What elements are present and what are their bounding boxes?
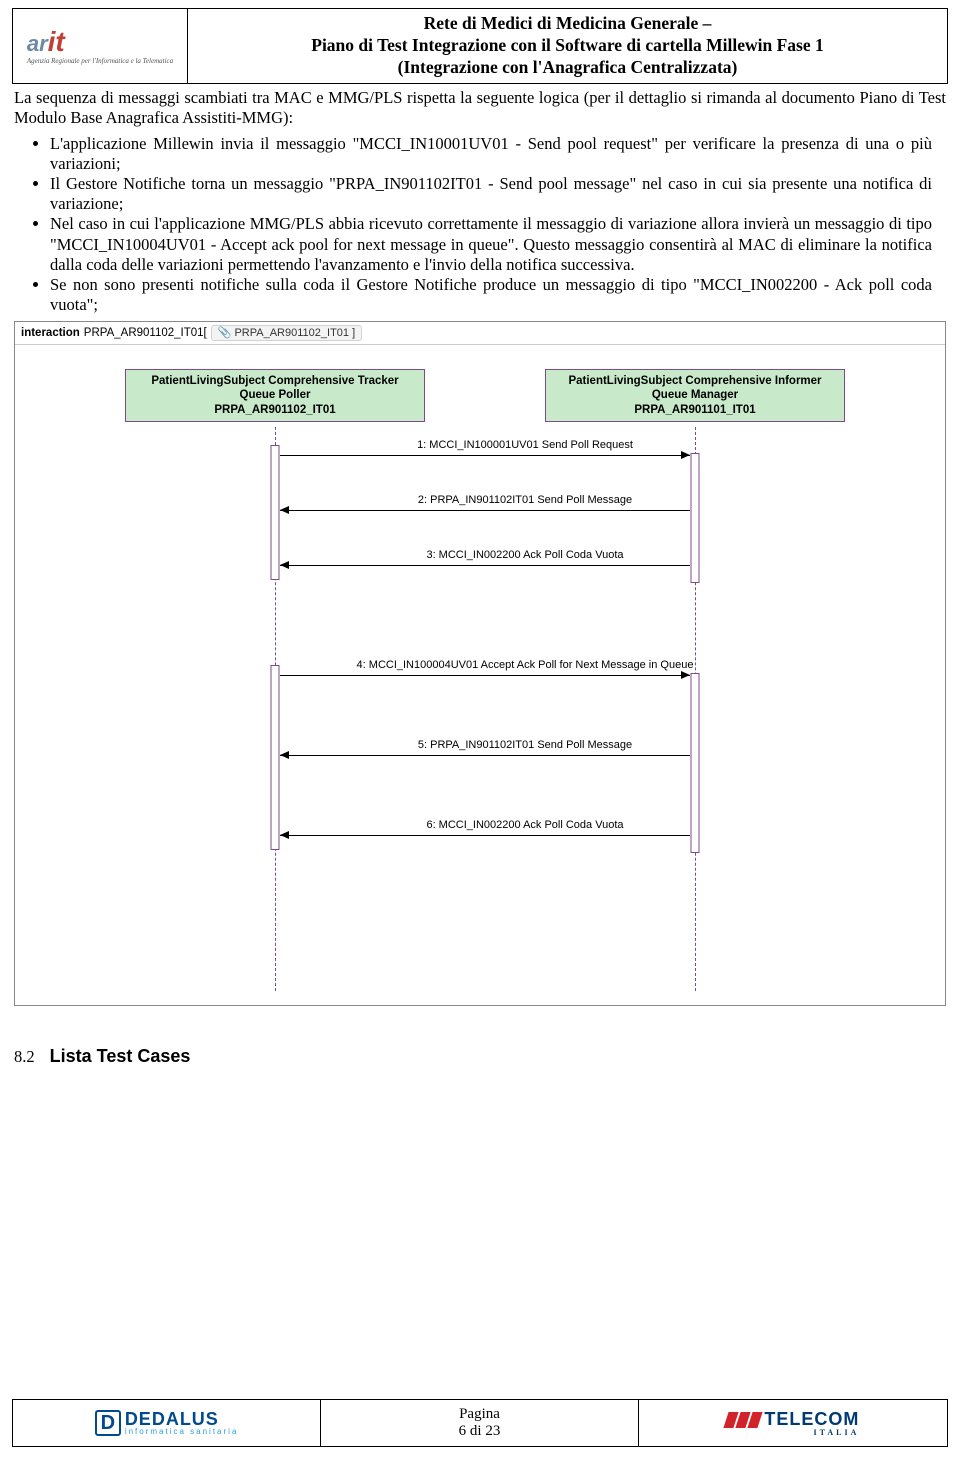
seq-message-label: 5: PRPA_IN901102IT01 Send Poll Message [335, 739, 715, 751]
dedalus-mark-icon: D [95, 1410, 121, 1436]
section-heading: 8.2 Lista Test Cases [14, 1046, 946, 1067]
dedalus-name: DEDALUS [125, 1411, 239, 1427]
telecom-name: TELECOM [764, 1409, 859, 1430]
seq-actor-left-l2: Queue Poller [136, 388, 414, 402]
seq-name: PRPA_AR901102_IT01[ [84, 327, 207, 339]
header-logo: arit Agenzia Regionale per l'Informatica… [13, 9, 188, 83]
activation-left [271, 665, 280, 850]
footer-left: D DEDALUS informatica sanitaria [13, 1400, 321, 1446]
seq-arrow-line [280, 675, 690, 676]
seq-arrow-line [280, 510, 690, 511]
dedalus-logo: D DEDALUS informatica sanitaria [95, 1410, 239, 1436]
section-number: 8.2 [14, 1047, 35, 1066]
intro-paragraph: La sequenza di messaggi scambiati tra MA… [14, 88, 946, 128]
telecom-bars-icon [726, 1412, 760, 1428]
attachment-icon: 📎 [218, 326, 232, 339]
seq-actor-right-l1: PatientLivingSubject Comprehensive Infor… [556, 374, 834, 388]
seq-message-label: 4: MCCI_IN100004UV01 Accept Ack Poll for… [335, 659, 715, 671]
section-title: Lista Test Cases [50, 1046, 191, 1066]
arrow-head-icon [280, 831, 289, 839]
footer-mid: Pagina 6 di 23 [321, 1400, 639, 1446]
seq-message-label: 6: MCCI_IN002200 Ack Poll Coda Vuota [335, 819, 715, 831]
seq-arrow-line [280, 565, 690, 566]
footer-right: TELECOM ITALIA [639, 1400, 947, 1446]
footer-box: D DEDALUS informatica sanitaria Pagina 6… [12, 1399, 948, 1447]
seq-message-label: 2: PRPA_IN901102IT01 Send Poll Message [335, 494, 715, 506]
sequence-diagram: interaction PRPA_AR901102_IT01[ 📎 PRPA_A… [14, 321, 946, 1006]
arit-logo-sub: Agenzia Regionale per l'Informatica e la… [27, 58, 173, 65]
seq-actor-right: PatientLivingSubject Comprehensive Infor… [545, 369, 845, 422]
seq-arrow-line [280, 755, 690, 756]
arrow-head-icon [681, 671, 690, 679]
seq-actor-left: PatientLivingSubject Comprehensive Track… [125, 369, 425, 422]
seq-actor-right-l3: PRPA_AR901101_IT01 [556, 403, 834, 417]
seq-message-label: 1: MCCI_IN100001UV01 Send Poll Request [335, 439, 715, 451]
seq-message-label: 3: MCCI_IN002200 Ack Poll Coda Vuota [335, 549, 715, 561]
header-title-l3: (Integrazione con l'Anagrafica Centraliz… [194, 57, 941, 79]
header-box: arit Agenzia Regionale per l'Informatica… [12, 8, 948, 84]
seq-arrow-line [280, 835, 690, 836]
seq-diagram-header: interaction PRPA_AR901102_IT01[ 📎 PRPA_A… [15, 322, 945, 345]
dedalus-sub: informatica sanitaria [125, 1428, 239, 1435]
header-title-l1: Rete di Medici di Medicina Generale – [194, 13, 941, 35]
page-value: 6 di 23 [459, 1423, 501, 1440]
seq-actor-left-l3: PRPA_AR901102_IT01 [136, 403, 414, 417]
page-label: Pagina [459, 1406, 500, 1423]
activation-left [271, 445, 280, 580]
arrow-head-icon [280, 561, 289, 569]
arrow-head-icon [280, 506, 289, 514]
seq-link[interactable]: 📎 PRPA_AR901102_IT01 ] [211, 325, 362, 341]
seq-actor-right-l2: Queue Manager [556, 388, 834, 402]
bullet-item: Nel caso in cui l'applicazione MMG/PLS a… [50, 214, 946, 274]
arrow-head-icon [681, 451, 690, 459]
header-title-l2: Piano di Test Integrazione con il Softwa… [194, 35, 941, 57]
seq-area: PatientLivingSubject Comprehensive Track… [15, 345, 945, 1005]
arrow-head-icon [280, 751, 289, 759]
bullet-item: Il Gestore Notifiche torna un messaggio … [50, 174, 946, 214]
seq-tag: interaction [21, 327, 80, 339]
arit-logo: arit [27, 31, 65, 56]
seq-link-text: PRPA_AR901102_IT01 ] [234, 327, 355, 339]
bullet-list: L'applicazione Millewin invia il messagg… [50, 134, 946, 315]
activation-right [691, 453, 700, 583]
seq-arrow-line [280, 455, 690, 456]
bullet-item: L'applicazione Millewin invia il messagg… [50, 134, 946, 174]
bullet-item: Se non sono presenti notifiche sulla cod… [50, 275, 946, 315]
telecom-logo: TELECOM [726, 1409, 859, 1430]
header-title: Rete di Medici di Medicina Generale – Pi… [188, 9, 947, 83]
seq-actor-left-l1: PatientLivingSubject Comprehensive Track… [136, 374, 414, 388]
